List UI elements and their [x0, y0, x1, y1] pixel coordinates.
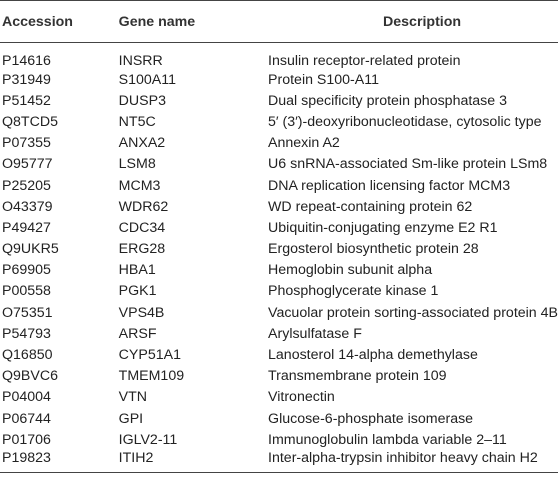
cell-gene-name: LSM8	[118, 156, 156, 173]
table-row: Q9BVC6 TMEM109 Transmembrane protein 109	[0, 366, 558, 387]
cell-description: Inter-alpha-trypsin inhibitor heavy chai…	[268, 450, 558, 474]
table-row: P01706 IGLV2-11 Immunoglobulin lambda vari…	[0, 429, 558, 450]
header-row: Accession Gene name Description	[0, 0, 558, 43]
cell-description: Transmembrane protein 109	[268, 368, 447, 385]
table-row: P07355 ANXA2 Annexin A2	[0, 133, 558, 154]
cell-gene-name: INSRR	[118, 53, 163, 69]
cell-description: Phosphoglycerate kinase 1	[268, 283, 439, 300]
cell-accession: P19823	[0, 450, 119, 474]
cell-accession: O95777	[2, 156, 53, 173]
cell-description: Glucose-6-phosphate isomerase	[268, 410, 474, 427]
cell-accession: O43379	[2, 198, 53, 215]
cell-accession: Q8TCD5	[2, 113, 58, 130]
cell-accession: P51452	[2, 92, 51, 109]
table-row: Q9UKR5 ERG28 Ergosterol biosynthetic prote…	[0, 239, 558, 260]
table-row: Q8TCD5 NT5C 5′ (3′)-deoxyribonucleotidase,…	[0, 111, 558, 132]
cell-gene-name: CDC34	[118, 219, 166, 236]
cell-description: 5′ (3′)-deoxyribonucleotidase, cytosolic…	[268, 113, 542, 130]
table-row: P54793 ARSF Arylsulfatase F	[0, 323, 558, 344]
cell-gene-name: MCM3	[118, 177, 161, 194]
cell-description: Protein S100-A11	[268, 71, 379, 88]
cell-gene-name: GPI	[118, 410, 144, 427]
cell-accession: P04004	[2, 389, 51, 406]
table-row: O95777 LSM8 U6 snRNA-associated Sm-like pr…	[0, 154, 558, 175]
cell-description: Vitronectin	[268, 389, 335, 406]
cell-accession: Q9UKR5	[2, 241, 59, 258]
table-row: P51452 DUSP3 Dual specificity protein phos…	[0, 90, 558, 111]
cell-gene-name: VTN	[118, 389, 148, 406]
table-row: O75351 VPS4B Vacuolar protein sorting-asso…	[0, 302, 558, 323]
cell-accession: P69905	[2, 262, 51, 279]
cell-description: Lanosterol 14-alpha demethylase	[268, 347, 478, 364]
cell-description: U6 snRNA-associated Sm-like protein LSm8	[268, 156, 548, 173]
cell-accession: P49427	[2, 219, 51, 236]
table-row: P25205 MCM3 DNA replication licensing fact…	[0, 175, 558, 196]
cell-gene-name: CYP51A1	[118, 347, 181, 364]
table-row: P31949 S100A11 Protein S100-A11	[0, 69, 558, 90]
cell-accession: P31949	[2, 71, 51, 88]
cell-description: Insulin receptor-related protein	[268, 53, 461, 69]
cell-gene-name: DUSP3	[118, 92, 166, 109]
cell-description: Immunoglobulin lambda variable 2–11	[268, 431, 507, 448]
cell-accession: P00558	[2, 283, 51, 300]
cell-accession: O75351	[2, 304, 53, 321]
cell-description: Dual specificity protein phosphatase 3	[268, 92, 507, 109]
cell-gene-name: ITIH2	[118, 450, 269, 474]
cell-gene-name: TMEM109	[118, 368, 185, 385]
cell-gene-name: HBA1	[118, 262, 156, 279]
cell-gene-name: ARSF	[118, 325, 157, 342]
cell-accession: P25205	[2, 177, 51, 194]
cell-accession: Q9BVC6	[2, 368, 58, 385]
cell-accession: P14616	[2, 53, 51, 69]
cell-accession: P06744	[2, 410, 51, 427]
cell-gene-name: NT5C	[118, 113, 156, 130]
cell-description: Annexin A2	[268, 135, 340, 152]
cell-description: Hemoglobin subunit alpha	[268, 262, 433, 279]
table-row: P19823 ITIH2 Inter-alpha-trypsin inhibitor…	[0, 450, 558, 474]
table-body: P14616 INSRR Insulin receptor-related prot…	[0, 43, 558, 474]
table-row: P00558 PGK1 Phosphoglycerate kinase 1	[0, 281, 558, 302]
cell-accession: P01706	[2, 431, 51, 448]
table-row: P04004 VTN Vitronectin	[0, 387, 558, 408]
protein-table: Accession Gene name Description P14616 IN…	[0, 0, 558, 474]
table-row: P49427 CDC34 Ubiquitin-conjugating enzyme …	[0, 217, 558, 238]
cell-gene-name: PGK1	[118, 283, 157, 300]
cell-description: Ergosterol biosynthetic protein 28	[268, 241, 479, 258]
cell-description: Arylsulfatase F	[268, 325, 362, 342]
cell-accession: P54793	[2, 325, 51, 342]
table-row: P06744 GPI Glucose-6-phosphate isomerase	[0, 408, 558, 429]
header-gene-name: Gene name	[118, 0, 269, 43]
header-accession: Accession	[0, 0, 119, 43]
table-row: O43379 WDR62 WD repeat-containing protein …	[0, 196, 558, 217]
cell-gene-name: ERG28	[118, 241, 166, 258]
cell-description: WD repeat-containing protein 62	[268, 198, 473, 215]
cell-gene-name: VPS4B	[118, 304, 165, 321]
cell-gene-name: IGLV2-11	[118, 431, 178, 448]
cell-accession: P07355	[2, 135, 51, 152]
cell-description: DNA replication licensing factor MCM3	[268, 177, 511, 194]
cell-description: Vacuolar protein sorting-associated prot…	[268, 304, 558, 321]
cell-description: Ubiquitin-conjugating enzyme E2 R1	[268, 219, 498, 236]
cell-accession: Q16850	[2, 347, 53, 364]
table-row: Q16850 CYP51A1 Lanosterol 14-alpha demethy…	[0, 344, 558, 365]
cell-gene-name: S100A11	[118, 71, 176, 88]
table-row: P14616 INSRR Insulin receptor-related prot…	[0, 43, 558, 69]
table-header: Accession Gene name Description	[0, 0, 558, 43]
cell-gene-name: ANXA2	[118, 135, 166, 152]
cell-gene-name: WDR62	[118, 198, 169, 215]
table-row: P69905 HBA1 Hemoglobin subunit alpha	[0, 260, 558, 281]
header-description: Description	[268, 0, 558, 43]
